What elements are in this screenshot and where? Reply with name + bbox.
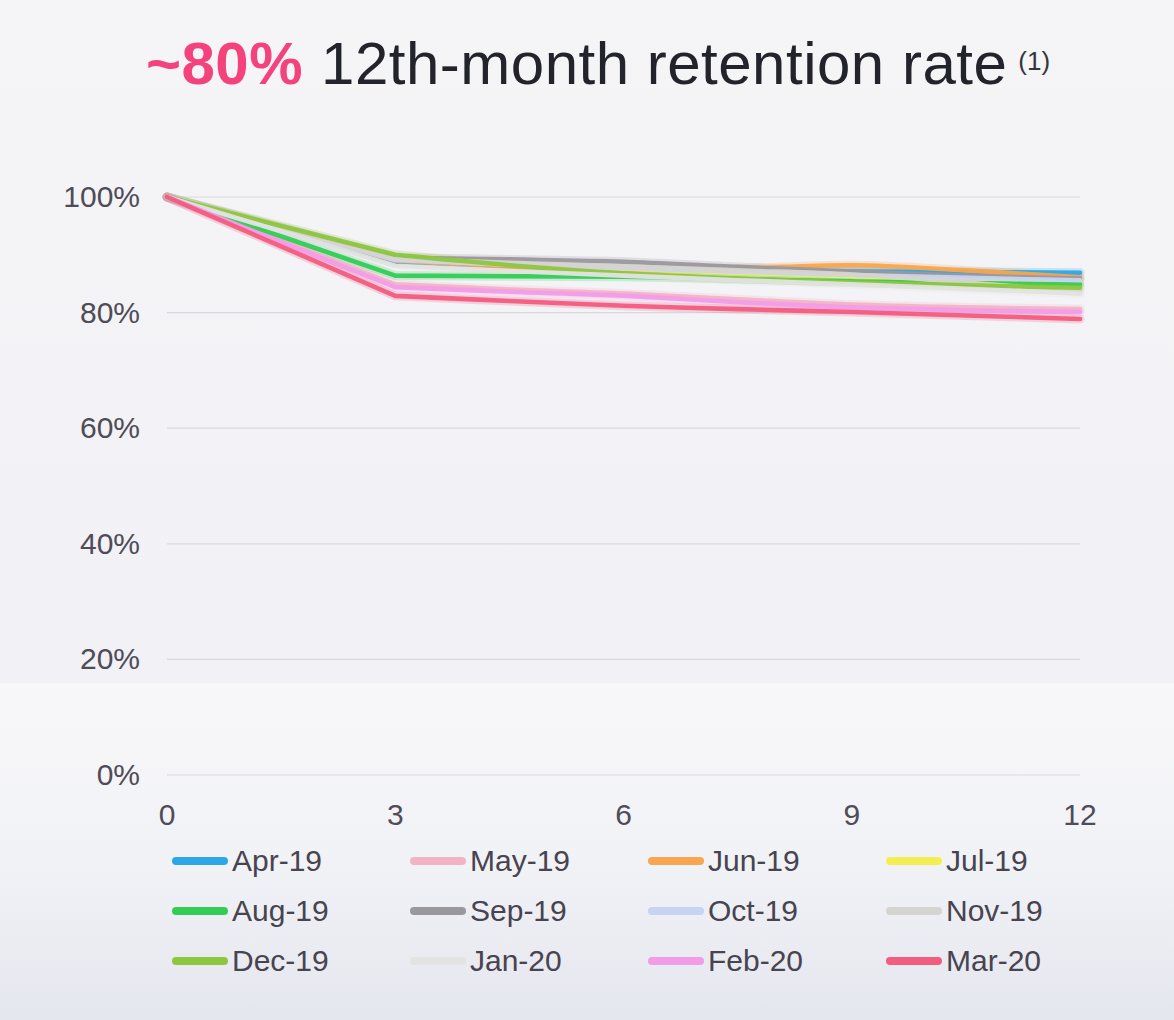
legend-swatch-oct-19 xyxy=(648,907,704,915)
legend-label: Jul-19 xyxy=(946,844,1028,878)
legend-label: Aug-19 xyxy=(232,894,329,928)
chart-legend: Apr-19 May-19 Jun-19 Jul-19 Aug-19 Sep-19 Oct-… xyxy=(172,836,1124,986)
legend-swatch-nov-19 xyxy=(886,907,942,915)
y-axis-tick-label: 60% xyxy=(80,411,140,444)
legend-swatch-jun-19 xyxy=(648,857,704,865)
x-axis-tick-label: 0 xyxy=(159,798,176,831)
legend-label: Sep-19 xyxy=(470,894,567,928)
legend-swatch-may-19 xyxy=(410,857,466,865)
x-axis-tick-label: 3 xyxy=(387,798,404,831)
legend-swatch-aug-19 xyxy=(172,907,228,915)
retention-line-chart: 0% 20% 40% 60% 80% 100% 0 3 6 9 12 xyxy=(0,0,1174,840)
legend-label: Jun-19 xyxy=(708,844,800,878)
y-axis-tick-label: 100% xyxy=(63,180,140,213)
legend-swatch-dec-19 xyxy=(172,957,228,965)
legend-label: Dec-19 xyxy=(232,944,329,978)
x-axis-tick-label: 9 xyxy=(843,798,860,831)
legend-label: Jan-20 xyxy=(470,944,562,978)
legend-item-dec-19: Dec-19 xyxy=(172,936,410,986)
legend-item-nov-19: Nov-19 xyxy=(886,886,1124,936)
legend-item-jul-19: Jul-19 xyxy=(886,836,1124,886)
legend-item-feb-20: Feb-20 xyxy=(648,936,886,986)
legend-swatch-sep-19 xyxy=(410,907,466,915)
x-axis-tick-label: 12 xyxy=(1063,798,1096,831)
legend-swatch-feb-20 xyxy=(648,957,704,965)
y-axis-tick-label: 0% xyxy=(97,758,140,791)
legend-label: Feb-20 xyxy=(708,944,803,978)
y-axis-tick-label: 20% xyxy=(80,642,140,675)
legend-item-jan-20: Jan-20 xyxy=(410,936,648,986)
legend-swatch-apr-19 xyxy=(172,857,228,865)
legend-label: Nov-19 xyxy=(946,894,1043,928)
legend-label: May-19 xyxy=(470,844,570,878)
legend-item-oct-19: Oct-19 xyxy=(648,886,886,936)
legend-swatch-mar-20 xyxy=(886,957,942,965)
legend-item-may-19: May-19 xyxy=(410,836,648,886)
legend-item-jun-19: Jun-19 xyxy=(648,836,886,886)
legend-label: Mar-20 xyxy=(946,944,1041,978)
legend-swatch-jan-20 xyxy=(410,957,466,965)
legend-item-apr-19: Apr-19 xyxy=(172,836,410,886)
x-axis-tick-label: 6 xyxy=(615,798,632,831)
y-axis-tick-label: 40% xyxy=(80,527,140,560)
y-axis-tick-label: 80% xyxy=(80,296,140,329)
slide-background: ~80%12th-month retention rate(1) 0%20%40… xyxy=(0,0,1174,1020)
legend-item-aug-19: Aug-19 xyxy=(172,886,410,936)
legend-item-mar-20: Mar-20 xyxy=(886,936,1124,986)
legend-label: Apr-19 xyxy=(232,844,322,878)
legend-swatch-jul-19 xyxy=(886,857,942,865)
legend-item-sep-19: Sep-19 xyxy=(410,886,648,936)
legend-label: Oct-19 xyxy=(708,894,798,928)
